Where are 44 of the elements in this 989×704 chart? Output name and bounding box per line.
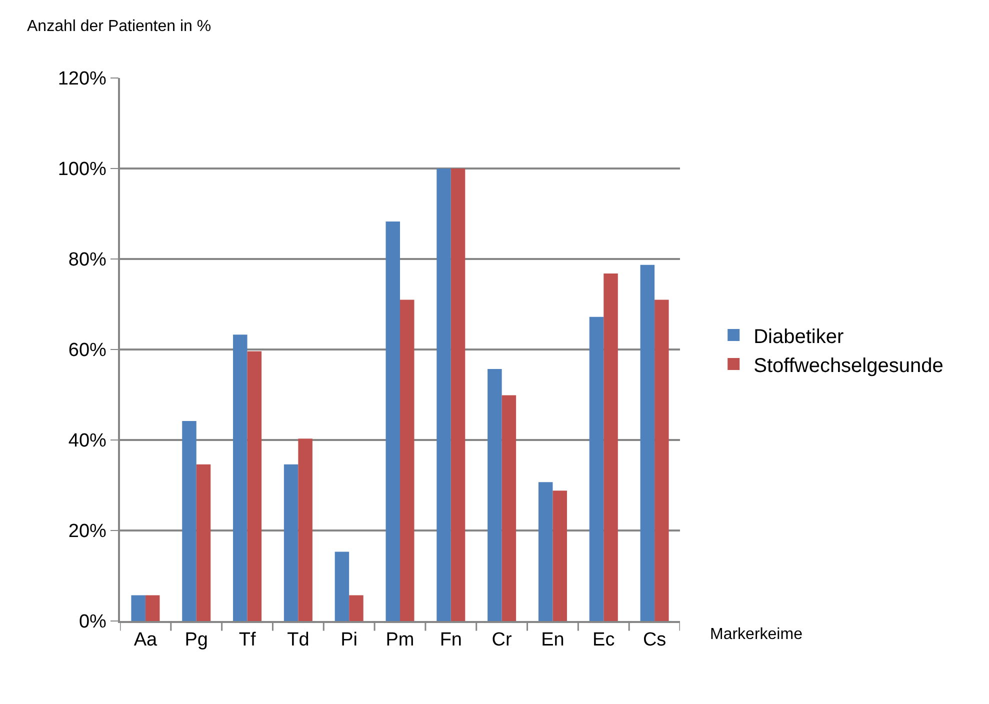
bar [654,300,669,621]
bar [284,464,298,621]
x-tick-label: Pm [386,630,414,651]
bar [334,552,350,621]
x-tick-label: Cr [492,630,513,651]
bar [538,482,553,621]
bar [604,273,618,621]
x-tick-label: Ec [592,630,615,651]
bar [298,438,312,621]
bar [488,368,502,621]
bar [450,168,466,621]
y-tick-label: 40% [68,430,107,452]
x-tick-label: Fn [440,630,462,651]
bar [386,221,400,621]
y-tick-label: 80% [68,250,107,271]
y-tick-label: 20% [68,521,107,542]
bar [502,395,516,621]
bar [196,464,211,621]
x-tick-label: Cs [642,630,666,651]
y-tick-label: 60% [68,340,107,362]
bar [182,421,196,621]
bar [640,264,655,621]
bar [131,595,146,621]
x-tick-label: Pi [340,630,358,651]
bar [436,168,451,621]
bar [349,595,364,621]
x-tick-label: En [541,630,564,651]
bar [400,300,414,621]
bar [233,334,248,621]
bar [247,351,262,621]
y-tick-label: 120% [58,68,107,90]
x-tick-label: Aa [134,630,158,651]
y-tick-label: 100% [58,159,107,180]
bar [552,490,567,621]
x-tick-label: Tf [238,630,256,651]
x-tick-label: Td [287,630,310,651]
x-tick-label: Pg [184,630,208,651]
legend-label: Diabetiker [754,326,844,348]
bar [589,316,604,621]
legend-label: Stoffwechselgesunde [754,354,944,377]
y-tick-label: 0% [78,612,107,633]
y-axis-title: Anzahl der Patienten in % [27,18,212,35]
bar [145,595,160,621]
x-axis-title: Markerkeime [710,626,803,643]
